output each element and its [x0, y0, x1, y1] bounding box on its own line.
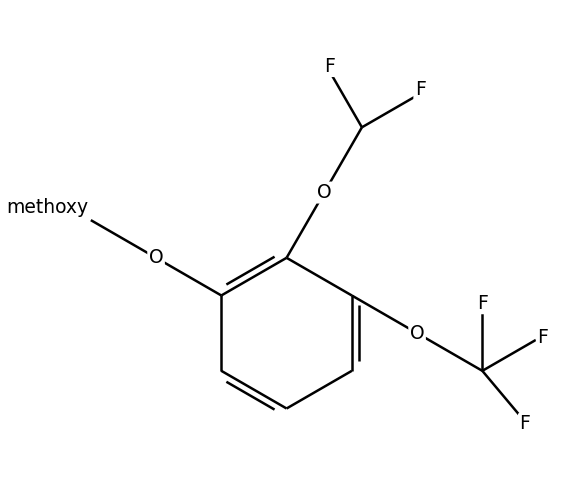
- Text: O: O: [410, 324, 424, 343]
- Text: O: O: [317, 183, 332, 202]
- Text: F: F: [519, 415, 530, 434]
- Text: F: F: [324, 56, 335, 75]
- Text: F: F: [477, 294, 488, 313]
- Text: O: O: [149, 248, 164, 268]
- Text: F: F: [537, 327, 548, 346]
- Text: F: F: [415, 80, 426, 99]
- Text: methoxy: methoxy: [6, 198, 88, 217]
